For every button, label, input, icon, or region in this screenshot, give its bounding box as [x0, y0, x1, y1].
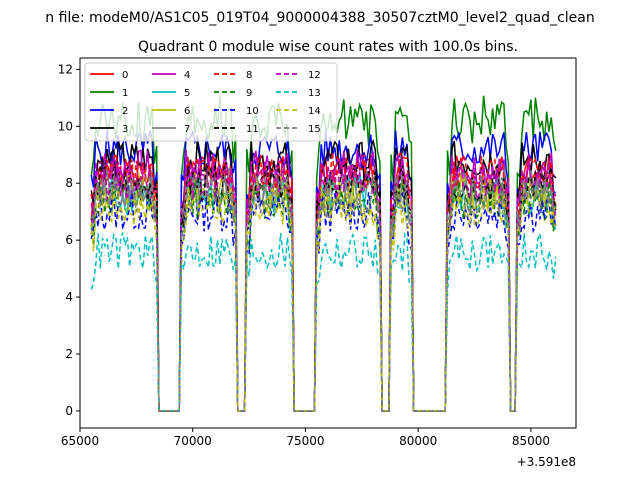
x-offset-label: +3.591e8: [517, 455, 576, 469]
legend-label-5: 5: [184, 88, 190, 99]
legend-label-12: 12: [308, 70, 321, 81]
legend-label-2: 2: [122, 106, 128, 117]
x-tick-label: 80000: [399, 434, 437, 448]
legend-label-3: 3: [122, 124, 128, 135]
axes-frame: [79, 57, 577, 429]
y-tick-label: 12: [58, 62, 73, 76]
legend-label-7: 7: [184, 124, 190, 135]
y-tick-label: 6: [65, 233, 73, 247]
x-tick-label: 65000: [61, 434, 99, 448]
legend-label-13: 13: [308, 88, 321, 99]
chart-title: Quadrant 0 module wise count rates with …: [138, 39, 518, 55]
legend-label-0: 0: [122, 70, 128, 81]
legend-frame: [84, 62, 338, 142]
y-tick-label: 8: [65, 176, 73, 190]
legend-label-9: 9: [246, 88, 252, 99]
legend-label-8: 8: [246, 70, 252, 81]
legend-label-1: 1: [122, 88, 128, 99]
legend-label-11: 11: [246, 124, 259, 135]
y-tick-label: 10: [58, 119, 73, 133]
x-axis: 65000 70000 75000 80000 85000: [61, 428, 550, 448]
legend-label-14: 14: [308, 106, 321, 117]
series-line-15: [90, 174, 557, 412]
y-tick-label: 2: [65, 347, 73, 361]
x-tick-label: 70000: [174, 434, 212, 448]
x-tick-label: 85000: [512, 434, 550, 448]
y-tick-label: 0: [65, 404, 73, 418]
legend-label-10: 10: [246, 106, 259, 117]
legend-label-6: 6: [184, 106, 190, 117]
y-axis: 0 2 4 6 8 10 12: [58, 62, 80, 418]
legend-label-15: 15: [308, 124, 321, 135]
legend-label-4: 4: [184, 70, 190, 81]
y-tick-label: 4: [65, 290, 73, 304]
series-line-9: [90, 180, 557, 412]
x-tick-label: 75000: [286, 434, 324, 448]
figure-suptitle: n file: modeM0/AS1C05_019T04_9000004388_…: [45, 10, 594, 26]
